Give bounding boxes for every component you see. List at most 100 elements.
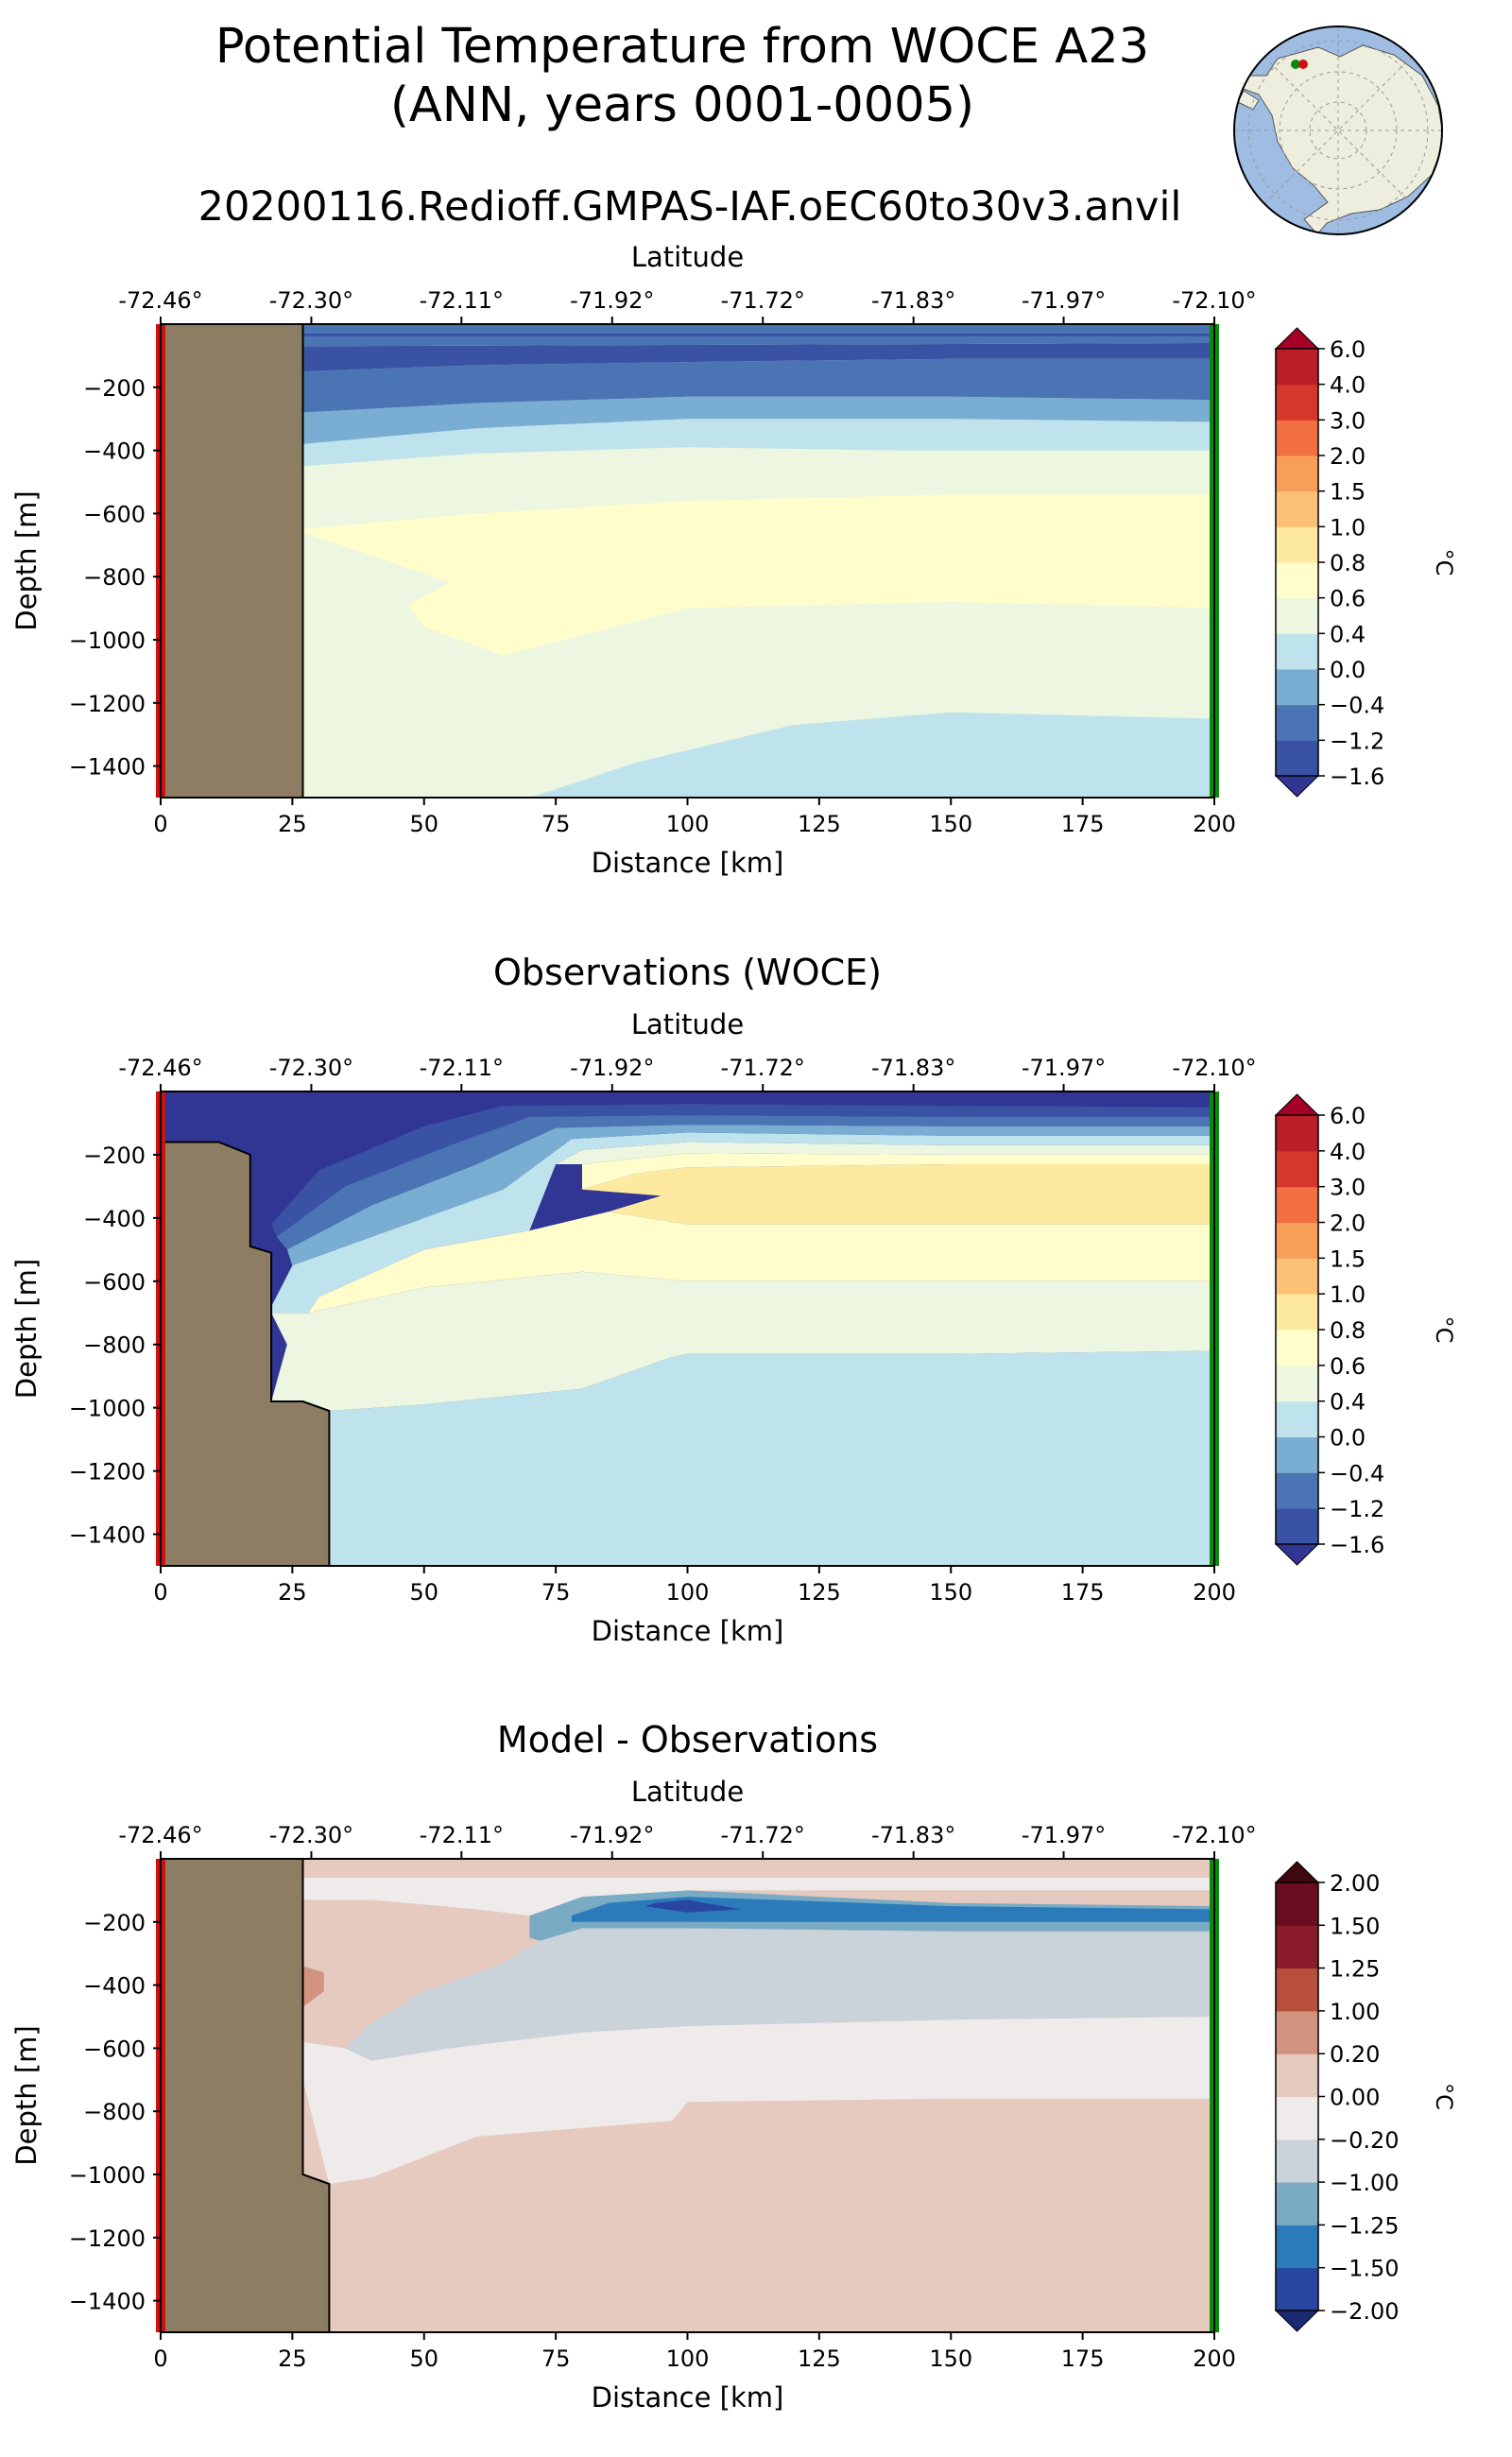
contour-band-5 — [644, 1899, 741, 1913]
colorbar-segment — [1276, 740, 1318, 777]
figure-title-line1: Potential Temperature from WOCE A23 — [215, 19, 1149, 75]
colorbar-segment — [1276, 1508, 1318, 1545]
colorbar-segment — [1276, 349, 1318, 386]
x-axis-label: Distance [km] — [592, 2381, 784, 2414]
colorbar-segment — [1276, 1150, 1318, 1188]
contour-band-7 — [302, 1966, 324, 2007]
lat-axis-label: Latitude — [631, 1776, 744, 1808]
y-tick-label: −1200 — [69, 691, 146, 717]
contour-band-3 — [582, 1164, 1214, 1225]
y-tick-label: −1200 — [69, 2225, 146, 2252]
contour-band-6 — [302, 1899, 530, 2049]
x-axis-label: Distance [km] — [592, 1615, 784, 1647]
colorbar-segment — [1276, 384, 1318, 421]
x-tick-label: 125 — [798, 811, 841, 837]
contour-band-4 — [582, 1153, 1214, 1190]
lat-tick-label: -71.83° — [871, 287, 955, 314]
colorbar-tick-label: 1.0 — [1330, 514, 1366, 541]
colorbar-tick-label: 6.0 — [1330, 336, 1366, 363]
y-axis-label: Depth [m] — [10, 1259, 43, 1399]
x-tick-label: 50 — [409, 811, 438, 837]
lat-axis-label: Latitude — [631, 1008, 744, 1040]
colorbar-segment — [1276, 455, 1318, 492]
contour-band-2 — [308, 1211, 1215, 1314]
y-tick-label: −1000 — [69, 2162, 146, 2189]
colorbar-unit-label: °C — [1431, 2083, 1457, 2110]
colorbar-tick-label: 0.6 — [1330, 586, 1366, 612]
colorbar-tick-label: 4.0 — [1330, 372, 1366, 399]
lat-tick-label: -71.72° — [721, 1055, 805, 1081]
contour-band-7 — [286, 1125, 1214, 1266]
colorbar: −1.6 −1.2 −0.4 0.0 0.4 0.6 0.8 1.0 1.5 2.0 3.0 4.0 6… — [1274, 1093, 1457, 1566]
lat-tick-label: -72.11° — [420, 287, 504, 314]
contour-band-4 — [571, 1897, 1214, 1922]
y-tick-label: −800 — [83, 2099, 146, 2125]
figure-subtitle: 20200116.Redioff.GMPAS-IAF.oEC60to30v3.a… — [198, 183, 1182, 231]
colorbar-over-extension — [1274, 1861, 1320, 1883]
colorbar-tick-label: 2.0 — [1330, 443, 1366, 470]
colorbar-unit-label: °C — [1431, 1316, 1457, 1344]
x-tick-label: 100 — [666, 1579, 710, 1606]
contour-band-3 — [302, 419, 1214, 467]
colorbar-tick-label: −0.4 — [1330, 693, 1384, 719]
x-tick-label: 125 — [798, 1579, 841, 1606]
x-tick-label: 75 — [541, 2345, 571, 2372]
colorbar-tick-label: 1.00 — [1330, 1999, 1380, 2025]
colorbar-tick-label: −1.25 — [1330, 2212, 1400, 2239]
y-axis-label: Depth [m] — [10, 490, 43, 630]
colorbar-tick-label: −0.4 — [1330, 1460, 1384, 1486]
lat-tick-label: -72.10° — [1172, 287, 1256, 314]
lat-tick-label: -72.30° — [269, 1055, 353, 1081]
colorbar-under-extension — [1274, 775, 1320, 798]
colorbar-under-extension — [1274, 2310, 1320, 2332]
colorbar-segment — [1276, 2139, 1318, 2183]
model-panel: 0 25 50 75 100 125 150 175 200 Distance [km] -72.4… — [10, 241, 1457, 879]
y-tick-label: −400 — [83, 1206, 146, 1232]
colorbar-segment — [1276, 1186, 1318, 1223]
colorbar-tick-label: 2.0 — [1330, 1211, 1366, 1237]
y-tick-label: −1000 — [69, 1396, 146, 1422]
x-tick-label: 200 — [1193, 811, 1236, 837]
colorbar-tick-label: 0.00 — [1330, 2085, 1380, 2111]
colorbar-segment — [1276, 490, 1318, 527]
contour-band-5 — [302, 358, 1214, 413]
x-tick-label: 200 — [1193, 1579, 1236, 1606]
x-tick-label: 75 — [541, 1579, 571, 1606]
colorbar-segment — [1276, 1925, 1318, 1969]
contour-band-9 — [302, 1871, 1214, 1878]
colorbar-under-extension — [1274, 1543, 1320, 1566]
lat-axis-label: Latitude — [631, 241, 744, 273]
seafloor-land — [160, 323, 304, 799]
contour-band-8 — [302, 1878, 1214, 1916]
lat-tick-label: -72.46° — [118, 287, 202, 314]
x-tick-label: 25 — [278, 2345, 307, 2372]
y-tick-label: −400 — [83, 438, 146, 465]
x-tick-label: 175 — [1061, 2345, 1105, 2372]
colorbar-unit-label: °C — [1431, 549, 1457, 576]
lat-tick-label: -71.97° — [1022, 1055, 1106, 1081]
colorbar: −1.6 −1.2 −0.4 0.0 0.4 0.6 0.8 1.0 1.5 2.0 3.0 4.0 6… — [1274, 327, 1457, 798]
figure-title-line2: (ANN, years 0001-0005) — [390, 77, 974, 133]
lat-tick-label: -71.92° — [570, 1822, 654, 1848]
colorbar-segment — [1276, 1294, 1318, 1331]
x-axis-label: Distance [km] — [592, 847, 784, 879]
lat-tick-label: -71.83° — [871, 1822, 955, 1848]
x-tick-label: 0 — [153, 811, 167, 837]
lat-tick-label: -72.30° — [269, 1822, 353, 1848]
colorbar-tick-label: 3.0 — [1330, 1175, 1366, 1201]
y-tick-label: −200 — [83, 1143, 146, 1169]
x-tick-label: 100 — [666, 811, 710, 837]
lat-tick-label: -72.11° — [420, 1055, 504, 1081]
contour-band-0 — [329, 1350, 1214, 1566]
inset-map — [1233, 26, 1443, 235]
x-tick-label: 150 — [929, 811, 972, 837]
lat-tick-label: -72.46° — [118, 1822, 202, 1848]
y-tick-label: −800 — [83, 1332, 146, 1359]
colorbar-segment — [1276, 1365, 1318, 1402]
colorbar-segment — [1276, 1882, 1318, 1926]
y-tick-label: −200 — [83, 375, 146, 402]
y-tick-label: −600 — [83, 2036, 146, 2062]
y-tick-label: −1400 — [69, 1522, 146, 1549]
colorbar-over-extension — [1274, 327, 1320, 350]
colorbar-tick-label: 0.8 — [1330, 1317, 1366, 1344]
